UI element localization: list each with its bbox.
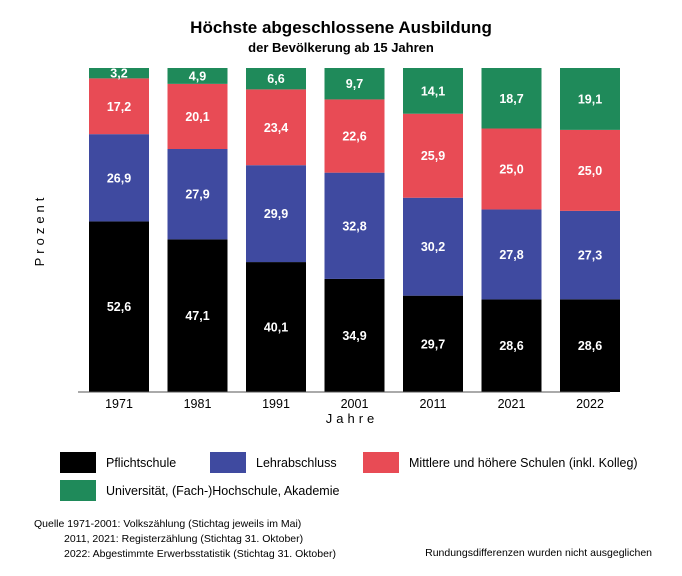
bar-2011-series-2 [403, 113, 463, 198]
bar-label-2021-series-3: 18,7 [499, 92, 523, 106]
source-line-1: Quelle 1971-2001: Volkszählung (Stichtag… [34, 518, 302, 530]
x-tick-label-1981: 1981 [184, 397, 212, 411]
legend-swatch-0 [60, 452, 96, 473]
bar-1981-series-1 [167, 149, 228, 240]
bar-label-1971-series-1: 26,9 [107, 171, 131, 185]
bar-label-2021-series-0: 28,6 [499, 339, 523, 353]
bar-1991-series-3 [246, 68, 306, 90]
bar-2001-series-3 [324, 68, 385, 100]
bar-1991-series-0 [246, 262, 306, 392]
source-line-3: 2022: Abgestimmte Erwerbsstatistik (Stic… [64, 548, 336, 560]
y-axis-title: Prozent [32, 194, 47, 267]
bar-label-1981-series-2: 20,1 [185, 110, 209, 124]
bar-label-1971-series-3: 3,2 [110, 67, 127, 81]
bar-label-2022-series-1: 27,3 [578, 249, 602, 263]
bar-label-2011-series-2: 25,9 [421, 149, 445, 163]
x-tick-label-2021: 2021 [498, 397, 526, 411]
bar-1991-series-1 [246, 165, 306, 263]
bar-1981-series-0 [167, 239, 228, 392]
bar-label-2021-series-2: 25,0 [499, 162, 523, 176]
bar-2011-series-0 [403, 295, 463, 392]
bar-label-2011-series-1: 30,2 [421, 240, 445, 254]
legend-label-1: Lehrabschluss [256, 455, 337, 470]
bar-label-1971-series-0: 52,6 [107, 300, 131, 314]
bar-label-1981-series-0: 47,1 [185, 309, 209, 323]
bar-label-1981-series-3: 4,9 [189, 69, 206, 83]
bar-label-2011-series-3: 14,1 [421, 84, 445, 98]
bar-label-2001-series-2: 22,6 [342, 130, 366, 144]
chart-subtitle: der Bevölkerung ab 15 Jahren [248, 40, 434, 55]
chart-title: Höchste abgeschlossene Ausbildung [190, 18, 492, 37]
legend-swatch-1 [210, 452, 246, 473]
bar-label-2001-series-0: 34,9 [342, 329, 366, 343]
legend-swatch-3 [60, 480, 96, 501]
bar-1981-series-3 [167, 68, 228, 84]
bar-label-2001-series-3: 9,7 [346, 77, 363, 91]
bar-1971-series-1 [89, 134, 149, 222]
legend-label-3: Universität, (Fach-)Hochschule, Akademie [106, 483, 340, 498]
bar-label-1971-series-2: 17,2 [107, 100, 131, 114]
bar-2001-series-1 [324, 172, 385, 279]
bar-label-1991-series-0: 40,1 [264, 321, 288, 335]
bar-2021-series-0 [481, 299, 542, 392]
bar-1991-series-2 [246, 89, 306, 166]
legend-item-0: Pflichtschule [60, 452, 176, 473]
bar-label-2001-series-1: 32,8 [342, 219, 366, 233]
legend-item-3: Universität, (Fach-)Hochschule, Akademie [60, 480, 339, 501]
bar-label-1991-series-3: 6,6 [267, 72, 284, 86]
bar-label-2022-series-2: 25,0 [578, 164, 602, 178]
legend-swatch-2 [363, 452, 399, 473]
bar-2021-series-2 [481, 128, 542, 210]
bar-2011-series-3 [403, 68, 463, 114]
bar-label-1991-series-2: 23,4 [264, 121, 288, 135]
bar-2022-series-3 [560, 68, 620, 130]
bar-label-1981-series-1: 27,9 [185, 188, 209, 202]
bar-2021-series-3 [481, 68, 542, 129]
bar-2022-series-0 [560, 299, 620, 392]
x-tick-label-1971: 1971 [105, 397, 133, 411]
source-line-2: 2011, 2021: Registerzählung (Stichtag 31… [64, 533, 304, 545]
legend-item-2: Mittlere und höhere Schulen (inkl. Kolle… [363, 452, 638, 473]
bar-label-2022-series-3: 19,1 [578, 92, 602, 106]
bar-label-2022-series-0: 28,6 [578, 339, 602, 353]
bar-labels-layer: 52,6 26,9 17,2 3,2 47,1 27,9 20,1 4,9 40,1 29,9 23… [107, 67, 602, 354]
bar-label-2011-series-0: 29,7 [421, 337, 445, 351]
stacked-bar-chart: 52,6 26,9 17,2 3,2 47,1 27,9 20,1 4,9 40,1 29,9 23… [32, 67, 620, 426]
bar-2001-series-2 [324, 99, 385, 173]
legend-label-2: Mittlere und höhere Schulen (inkl. Kolle… [409, 455, 638, 470]
rounding-note: Rundungsdifferenzen wurden nicht ausgegl… [425, 547, 652, 559]
x-tick-label-2011: 2011 [420, 397, 447, 411]
bar-label-2021-series-1: 27,8 [499, 248, 523, 262]
source-note: Quelle 1971-2001: Volkszählung (Stichtag… [34, 517, 336, 562]
bar-2022-series-2 [560, 129, 620, 211]
bar-1981-series-2 [167, 83, 228, 149]
x-axis-title: Jahre [326, 411, 379, 426]
x-tick-label-1991: 1991 [262, 397, 290, 411]
legend-label-0: Pflichtschule [106, 455, 177, 470]
x-tick-label-2022: 2022 [576, 397, 604, 411]
x-tick-label-2001: 2001 [341, 397, 369, 411]
bar-2001-series-0 [324, 278, 385, 392]
legend-item-1: Lehrabschluss [210, 452, 337, 473]
bar-1971-series-3 [89, 68, 149, 79]
bar-2011-series-1 [403, 197, 463, 296]
bar-label-1991-series-1: 29,9 [264, 207, 288, 221]
bar-1971-series-2 [89, 78, 149, 135]
bars-layer [89, 68, 620, 392]
bar-2021-series-1 [481, 209, 542, 300]
x-tick-labels: 1971 1981 1991 2001 2011 2021 2022 [105, 397, 604, 411]
bar-1971-series-0 [89, 221, 149, 392]
bar-2022-series-1 [560, 210, 620, 300]
